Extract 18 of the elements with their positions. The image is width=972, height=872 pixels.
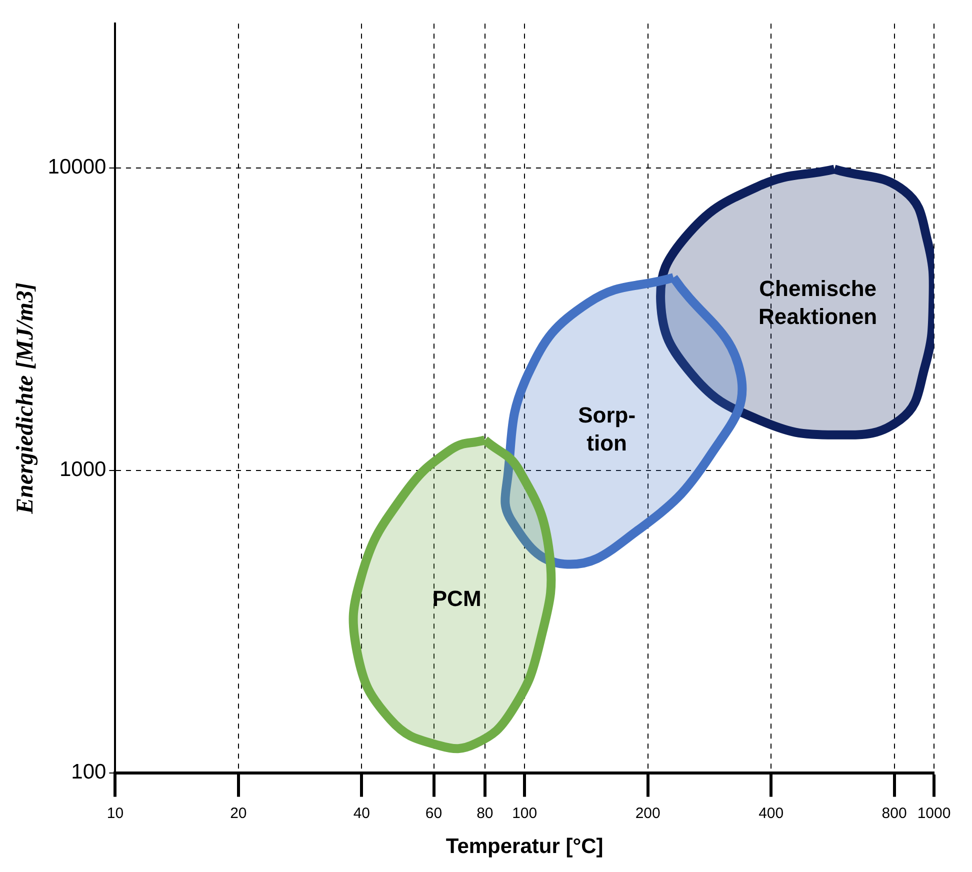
x-tick-label: 200 — [635, 804, 660, 822]
series-label: PCM — [432, 586, 482, 612]
x-tick-label: 10 — [106, 804, 124, 822]
y-tick-label: 100 — [71, 760, 106, 784]
series-label: Sorp-tion — [578, 402, 636, 456]
x-tick-label: 80 — [476, 804, 494, 822]
x-axis-title: Temperatur [°C] — [446, 835, 604, 858]
x-tick-label: 100 — [512, 804, 538, 822]
x-tick-label: 1000 — [917, 804, 951, 822]
x-tick-label: 40 — [353, 804, 370, 822]
series-label: Chemische Reaktionen — [758, 276, 878, 329]
x-tick-label: 800 — [882, 804, 907, 822]
y-axis-title: Energiedichte [MJ/m3] — [12, 282, 39, 515]
x-tick-label: 60 — [425, 804, 442, 822]
y-tick-label: 1000 — [59, 458, 106, 482]
y-tick-label: 10000 — [48, 156, 106, 179]
x-tick-label: 400 — [758, 804, 784, 822]
x-tick-label: 20 — [230, 804, 247, 822]
